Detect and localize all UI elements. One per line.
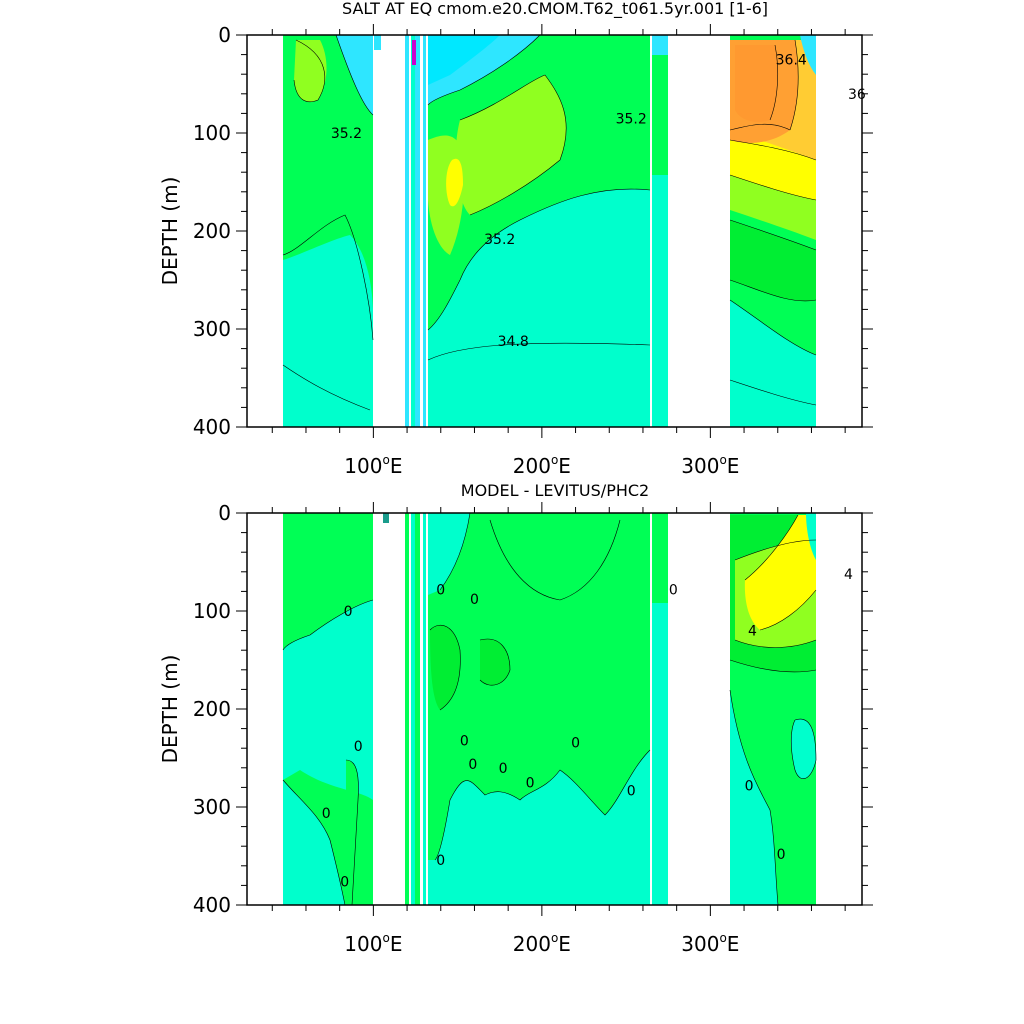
top-contour-label: 34.8 bbox=[498, 334, 529, 350]
top-x-tick-label: 200oE bbox=[513, 453, 571, 478]
top-indian-top-cyan bbox=[336, 35, 373, 115]
bottom-contour-labels: 0 0 0 0 0 0 0 0 0 0 0 0 0 0 0 0 4 4 bbox=[322, 567, 853, 891]
bottom-indian-green bbox=[283, 513, 373, 650]
bottom-indian-green-strip bbox=[346, 760, 359, 905]
bottom-contour-label: 0 bbox=[436, 582, 445, 598]
bottom-contour-label: 0 bbox=[322, 806, 331, 822]
top-atlantic-green-mid bbox=[730, 220, 816, 301]
bottom-atlantic-cyan-top bbox=[806, 513, 816, 560]
top-axes: 0 100 200 300 400 100oE 200oE 300oE bbox=[193, 23, 873, 478]
bottom-pacific-dark-green bbox=[430, 625, 461, 710]
bottom-contour-label: 0 bbox=[470, 592, 479, 608]
top-contour-label: 35.2 bbox=[616, 111, 647, 127]
bottom-y-axis-label: DEPTH (m) bbox=[158, 655, 182, 764]
bottom-contour-label: 4 bbox=[748, 624, 757, 640]
bottom-pacific-cyan-top2 bbox=[490, 520, 620, 600]
bottom-contour-label: 0 bbox=[340, 874, 349, 890]
top-contour-label: 36 bbox=[848, 87, 866, 103]
top-pacific-yellow bbox=[446, 158, 463, 207]
bottom-atlantic-cyan-east bbox=[791, 719, 816, 779]
bottom-contour-label: 0 bbox=[460, 733, 469, 749]
top-title: SALT AT EQ cmom.e20.CMOM.T62_t061.5yr.00… bbox=[342, 0, 768, 19]
bottom-contour-label: 0 bbox=[745, 778, 754, 794]
top-y-tick-label: 300 bbox=[193, 317, 231, 341]
bottom-x-tick-label: 300oE bbox=[681, 931, 739, 956]
bottom-contour-label: 0 bbox=[354, 739, 363, 755]
bottom-contour-label: 0 bbox=[344, 604, 353, 620]
bottom-contour-label: 0 bbox=[526, 776, 535, 792]
top-contour-label: 35.2 bbox=[484, 232, 515, 248]
top-pacific-cyan-upper bbox=[428, 35, 500, 85]
top-y-tick-label: 0 bbox=[218, 23, 231, 47]
top-x-tick-label: 300oE bbox=[681, 453, 739, 478]
bottom-pacific-green bbox=[428, 513, 650, 860]
bottom-contour-label: 0 bbox=[468, 757, 477, 773]
bottom-pacific-cyan-top bbox=[428, 513, 470, 595]
top-atlantic-deep-cyan bbox=[730, 300, 816, 427]
bottom-contour-label: 0 bbox=[571, 735, 580, 751]
top-contour-labels: 35.2 35.2 35.2 34.8 36.4 36 bbox=[331, 53, 866, 350]
top-y-tick-label: 400 bbox=[193, 415, 231, 439]
bottom-contour-label: 0 bbox=[627, 783, 636, 799]
bottom-y-tick-label: 0 bbox=[218, 501, 231, 525]
top-atlantic-yellow bbox=[730, 140, 816, 200]
bottom-y-tick-label: 400 bbox=[193, 893, 231, 917]
top-x-tick-label: 100oE bbox=[344, 453, 402, 478]
top-pacific-lime bbox=[455, 75, 567, 215]
bottom-atlantic-cyan bbox=[730, 690, 778, 905]
bottom-y-tick-label: 200 bbox=[193, 697, 231, 721]
bottom-contour-label: 0 bbox=[669, 582, 678, 598]
bottom-contour-label: 0 bbox=[777, 847, 786, 863]
bottom-y-tick-label: 300 bbox=[193, 795, 231, 819]
bottom-atlantic-yellow bbox=[744, 515, 816, 630]
bottom-x-tick-label: 100oE bbox=[344, 931, 402, 956]
bottom-x-tick-label: 200oE bbox=[513, 931, 571, 956]
top-pacific-green bbox=[428, 35, 650, 330]
top-y-tick-label: 200 bbox=[193, 219, 231, 243]
bottom-pacific-dark-green-2 bbox=[480, 639, 510, 686]
bottom-y-tick-label: 100 bbox=[193, 599, 231, 623]
bottom-contour-label: 0 bbox=[436, 853, 445, 869]
top-magenta-mark bbox=[412, 40, 416, 65]
top-indian-lime-blob bbox=[294, 40, 327, 102]
top-atlantic-orange-core bbox=[735, 45, 778, 122]
top-contour-label: 35.2 bbox=[331, 126, 362, 142]
top-y-axis-label: DEPTH (m) bbox=[158, 177, 182, 286]
bottom-title: MODEL - LEVITUS/PHC2 bbox=[461, 481, 649, 500]
top-contour-label: 36.4 bbox=[776, 53, 807, 69]
bottom-contour-label: 4 bbox=[844, 567, 853, 583]
top-y-tick-label: 100 bbox=[193, 121, 231, 145]
top-atlantic-east-cyan bbox=[800, 35, 816, 75]
bottom-contour-label: 0 bbox=[499, 761, 508, 777]
